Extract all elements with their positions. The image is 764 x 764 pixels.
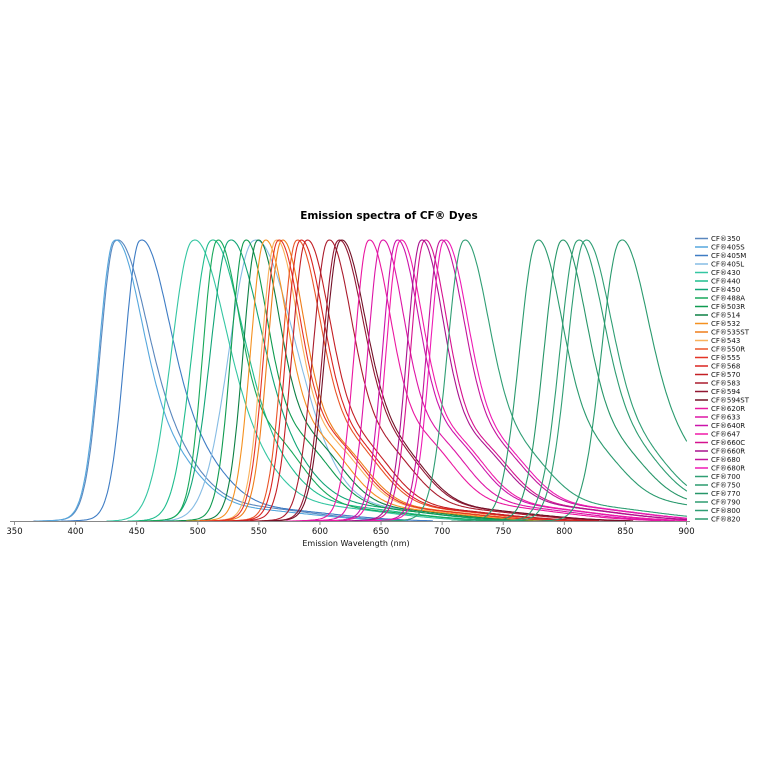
legend-item: CF®594	[695, 388, 741, 396]
legend-label: CF®405L	[711, 260, 744, 268]
legend-label: CF®405M	[711, 252, 746, 260]
legend-label: CF®543	[711, 337, 740, 345]
legend-label: CF®700	[711, 473, 740, 481]
legend-item: CF®594ST	[695, 396, 750, 404]
legend-label: CF®660R	[711, 447, 745, 455]
x-axis-title: Emission Wavelength (nm)	[302, 539, 409, 548]
legend-item: CF®620R	[695, 405, 745, 413]
legend-item: CF®550R	[695, 345, 745, 353]
legend-label: CF®488A	[711, 294, 745, 302]
legend-label: CF®532	[711, 320, 740, 328]
x-tick-label: 800	[556, 527, 572, 537]
legend-label: CF®750	[711, 481, 740, 489]
x-tick-label: 400	[67, 527, 83, 537]
legend-item: CF®405M	[695, 252, 746, 260]
legend-label: CF®800	[711, 507, 740, 515]
x-tick-label: 650	[373, 527, 389, 537]
x-tick-label: 450	[129, 527, 145, 537]
legend-item: CF®583	[695, 379, 740, 387]
spectrum-curve-7	[81, 239, 510, 523]
legend-item: CF®430	[695, 269, 740, 277]
legend-item: CF®680	[695, 456, 740, 464]
legend-item: CF®488A	[695, 294, 745, 302]
legend-item: CF®535ST	[695, 328, 750, 336]
spectrum-curve-24	[288, 239, 688, 523]
legend-item: CF®568	[695, 362, 740, 370]
legend-item: CF®680R	[695, 464, 745, 472]
spectrum-curve-2	[13, 239, 433, 523]
x-tick-label: 900	[678, 527, 694, 537]
legend-label: CF®535ST	[711, 328, 750, 336]
legend-item: CF®555	[695, 354, 740, 362]
legend-item: CF®640R	[695, 422, 745, 430]
legend-item: CF®647	[695, 430, 740, 438]
legend-label: CF®350	[711, 235, 740, 243]
legend-label: CF®680R	[711, 464, 745, 472]
legend-item: CF®450	[695, 286, 740, 294]
chart-title: Emission spectra of CF® Dyes	[300, 210, 478, 222]
legend-label: CF®568	[711, 362, 740, 370]
x-tick-label: 750	[495, 527, 511, 537]
legend-item: CF®405S	[695, 243, 745, 251]
legend-item: CF®820	[695, 515, 740, 523]
x-tick-label: 600	[312, 527, 328, 537]
legend-item: CF®660C	[695, 439, 745, 447]
legend-label: CF®555	[711, 354, 740, 362]
legend-item: CF®770	[695, 490, 740, 498]
spectrum-curve-0	[13, 239, 409, 523]
legend-item: CF®700	[695, 473, 740, 481]
legend-label: CF®647	[711, 430, 740, 438]
legend-label: CF®405S	[711, 243, 745, 251]
legend-item: CF®514	[695, 311, 741, 319]
spectrum-curve-9	[121, 239, 551, 523]
legend-label: CF®680	[711, 456, 740, 464]
legend: CF®350CF®405SCF®405MCF®405LCF®430CF®440C…	[695, 235, 750, 523]
curves-layer	[13, 239, 688, 523]
spectrum-curve-23	[264, 239, 688, 523]
spectrum-curve-22	[260, 239, 688, 523]
spectrum-curve-16	[170, 239, 600, 523]
x-tick-label: 500	[190, 527, 206, 537]
legend-label: CF®770	[711, 490, 740, 498]
legend-item: CF®503R	[695, 303, 745, 311]
x-tick-label: 850	[617, 527, 633, 537]
spectrum-curve-14	[142, 239, 571, 523]
legend-label: CF®583	[711, 379, 740, 387]
legend-label: CF®570	[711, 371, 740, 379]
spectrum-curve-28	[327, 239, 688, 523]
x-tick-label: 700	[434, 527, 450, 537]
legend-label: CF®790	[711, 498, 740, 506]
spectrum-curve-1	[13, 239, 408, 523]
legend-label: CF®594ST	[711, 396, 750, 404]
legend-label: CF®620R	[711, 405, 745, 413]
legend-label: CF®660C	[711, 439, 745, 447]
spectrum-curve-27	[308, 239, 688, 523]
legend-item: CF®440	[695, 277, 740, 285]
legend-item: CF®660R	[695, 447, 745, 455]
x-tick-label: 550	[251, 527, 267, 537]
legend-label: CF®594	[711, 388, 741, 396]
x-axis: 350 400 450 500 550 600 650 700 750 800 850 900	[6, 521, 695, 537]
legend-label: CF®430	[711, 269, 740, 277]
legend-item: CF®790	[695, 498, 740, 506]
legend-label: CF®633	[711, 413, 740, 421]
legend-item: CF®750	[695, 481, 740, 489]
legend-label: CF®550R	[711, 345, 745, 353]
legend-item: CF®570	[695, 371, 740, 379]
legend-item: CF®633	[695, 413, 740, 421]
legend-label: CF®503R	[711, 303, 745, 311]
legend-label: CF®820	[711, 515, 740, 523]
legend-item: CF®405L	[695, 260, 744, 268]
legend-label: CF®440	[711, 277, 740, 285]
legend-item: CF®800	[695, 507, 740, 515]
legend-item: CF®350	[695, 235, 740, 243]
legend-label: CF®450	[711, 286, 740, 294]
legend-label: CF®514	[711, 311, 741, 319]
legend-label: CF®640R	[711, 422, 745, 430]
spectrum-curve-25	[285, 239, 688, 523]
legend-item: CF®532	[695, 320, 740, 328]
legend-item: CF®543	[695, 337, 740, 345]
x-tick-label: 350	[6, 527, 22, 537]
